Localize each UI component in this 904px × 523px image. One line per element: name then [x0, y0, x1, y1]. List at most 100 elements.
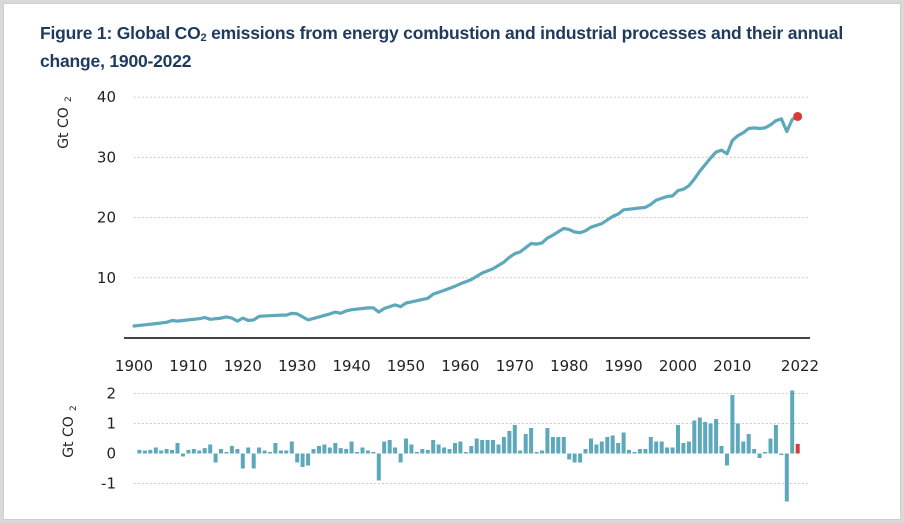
annual-change-bar: [148, 449, 153, 454]
annual-change-bar: [692, 420, 697, 454]
title-subscript: 2: [200, 32, 207, 44]
y-tick-label-top: 10: [97, 269, 116, 287]
y-axis-label-bottom-subscript: 2: [69, 405, 79, 411]
annual-change-bar: [371, 452, 376, 454]
annual-change-bar: [746, 434, 751, 454]
figure-frame: [3, 3, 901, 520]
y-axis-label-top: Gt CO: [56, 107, 72, 149]
annual-change-bar: [681, 443, 686, 454]
annual-change-bar: [240, 453, 245, 469]
annual-change-bar: [768, 438, 773, 454]
annual-change-bar: [697, 417, 702, 454]
annual-change-bar: [398, 453, 403, 463]
annual-change-bar: [463, 452, 468, 454]
annual-change-bar-2022: [795, 443, 800, 454]
x-tick-label: 1930: [278, 357, 316, 375]
x-tick-label: 1950: [387, 357, 425, 375]
annual-change-bar: [599, 441, 604, 454]
annual-change-bar: [458, 441, 463, 454]
annual-change-bar: [763, 452, 767, 454]
title-text-suffix: emissions from energy combustion and ind…: [40, 23, 843, 71]
annual-change-bar: [181, 453, 185, 457]
annual-change-bar: [708, 423, 713, 454]
annual-change-bar: [616, 443, 621, 454]
annual-change-bar: [268, 452, 272, 454]
annual-change-bar: [670, 447, 675, 454]
annual-change-bar: [665, 447, 670, 454]
y-axis-label-bottom: Gt CO: [61, 416, 77, 458]
annual-change-bar: [501, 437, 506, 454]
annual-change-bar: [589, 438, 593, 454]
annual-change-bar: [431, 440, 436, 454]
annual-change-bar: [420, 449, 425, 454]
annual-change-bar: [637, 449, 642, 454]
annual-change-bar: [382, 441, 387, 454]
annual-change-bar: [219, 449, 223, 454]
annual-change-bar: [643, 449, 648, 454]
annual-change-bar: [453, 443, 457, 454]
annual-change-bar: [442, 447, 447, 454]
annual-change-bar: [735, 423, 740, 454]
emissions-line: [132, 114, 800, 328]
x-tick-label: 2000: [659, 357, 697, 375]
annual-change-bar: [344, 449, 349, 454]
annual-change-bar: [235, 449, 240, 454]
y-tick-label-bottom: -1: [101, 475, 116, 493]
figure-title: Figure 1: Global CO2 emissions from ener…: [40, 22, 880, 73]
y-tick-label-top: 30: [97, 148, 116, 166]
annual-change-bar: [191, 449, 196, 454]
annual-change-bar: [648, 437, 653, 454]
annual-change-bar: [338, 448, 343, 454]
annual-change-bar: [725, 453, 729, 466]
annual-change-bar: [779, 453, 784, 455]
highlight-point-2022: [793, 111, 803, 121]
annual-change-bar: [409, 444, 414, 454]
annual-change-bar: [790, 390, 795, 454]
annual-change-bar: [534, 452, 539, 454]
x-tick-label: 2010: [713, 357, 751, 375]
x-tick-label: 1980: [550, 357, 588, 375]
annual-change-bar: [773, 425, 778, 454]
annual-change-bar: [686, 441, 691, 454]
annual-change-bar: [278, 450, 283, 454]
annual-change-bar: [327, 447, 332, 454]
annual-change-bar: [333, 443, 338, 454]
annual-change-bar: [561, 437, 566, 454]
annual-change-bar: [317, 446, 321, 454]
annual-change-bar: [376, 453, 381, 481]
annual-change-bar: [355, 452, 359, 454]
annual-change-bar: [436, 444, 441, 454]
annual-change-bar: [621, 432, 626, 454]
annual-change-bar: [491, 440, 495, 454]
annual-change-bar: [306, 453, 311, 466]
annual-change-bar: [208, 444, 213, 454]
annual-change-bar: [273, 443, 278, 454]
annual-change-bar: [545, 428, 550, 454]
annual-change-bar: [387, 440, 392, 454]
y-tick-label-bottom: 0: [106, 445, 116, 463]
annual-change-bar: [404, 438, 408, 454]
annual-change-bar: [676, 425, 680, 454]
annual-change-bar: [393, 447, 398, 454]
y-tick-label-top: 40: [97, 88, 116, 106]
annual-change-bar: [284, 450, 289, 454]
annual-change-bar: [414, 452, 419, 454]
y-tick-label-top: 20: [97, 209, 116, 227]
annual-change-bar: [496, 444, 501, 454]
annual-change-bar: [469, 446, 474, 454]
annual-change-bar: [365, 450, 370, 454]
annual-change-bar: [425, 449, 430, 454]
annual-change-bar: [529, 428, 534, 454]
x-tick-label: 1910: [169, 357, 207, 375]
annual-change-bar: [507, 431, 512, 454]
annual-change-bar: [784, 453, 789, 502]
annual-change-bar: [447, 449, 452, 454]
annual-change-bar: [605, 437, 610, 454]
annual-change-bar: [213, 453, 218, 463]
annual-change-bar: [714, 419, 719, 454]
annual-change-bar: [251, 453, 256, 469]
annual-change-bar: [164, 449, 169, 454]
annual-change-bar: [474, 438, 479, 454]
title-text-prefix: Figure 1: Global CO: [40, 23, 201, 43]
